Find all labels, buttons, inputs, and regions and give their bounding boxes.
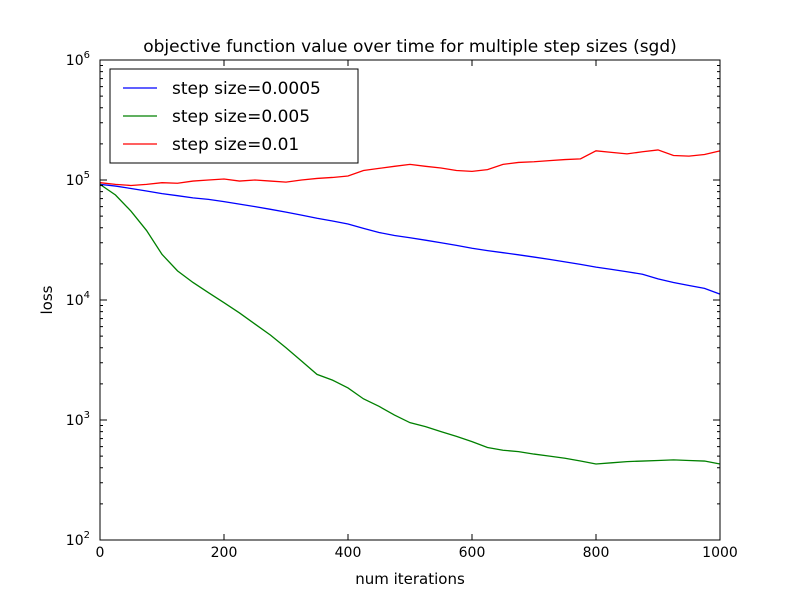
series-line-3 bbox=[99, 149, 721, 187]
y-tick-base: 10 bbox=[66, 293, 84, 309]
y-tick-exponent: 3 bbox=[84, 410, 90, 421]
y-axis-label: loss bbox=[38, 285, 56, 314]
series-line-2 bbox=[99, 183, 721, 465]
y-tick-label: 102 bbox=[66, 530, 90, 549]
legend-label: step size=0.0005 bbox=[172, 79, 321, 99]
y-tick-base: 10 bbox=[66, 53, 84, 69]
x-axis-label: num iterations bbox=[355, 570, 465, 588]
y-tick-base: 10 bbox=[66, 413, 84, 429]
x-tick-label: 600 bbox=[459, 545, 486, 561]
y-tick-label: 104 bbox=[66, 290, 90, 309]
y-tick-label: 106 bbox=[66, 50, 90, 69]
y-tick-base: 10 bbox=[66, 173, 84, 189]
x-tick-label: 800 bbox=[583, 545, 610, 561]
x-tick-label: 400 bbox=[335, 545, 362, 561]
series-line-1 bbox=[99, 183, 721, 295]
y-tick-label: 103 bbox=[66, 410, 90, 429]
y-tick-exponent: 6 bbox=[84, 50, 90, 61]
chart-title: objective function value over time for m… bbox=[143, 37, 677, 57]
y-tick-exponent: 4 bbox=[84, 290, 90, 301]
plot-area bbox=[99, 149, 721, 465]
x-tick-label: 1000 bbox=[702, 545, 738, 561]
legend-label: step size=0.01 bbox=[172, 135, 299, 155]
y-tick-exponent: 2 bbox=[84, 530, 90, 541]
y-tick-exponent: 5 bbox=[84, 170, 90, 181]
x-tick-label: 0 bbox=[96, 545, 105, 561]
y-tick-base: 10 bbox=[66, 533, 84, 549]
y-tick-label: 105 bbox=[66, 170, 90, 189]
legend-label: step size=0.005 bbox=[172, 107, 310, 127]
legend: step size=0.0005 step size=0.005 step size… bbox=[109, 68, 359, 164]
x-tick-label: 200 bbox=[211, 545, 238, 561]
